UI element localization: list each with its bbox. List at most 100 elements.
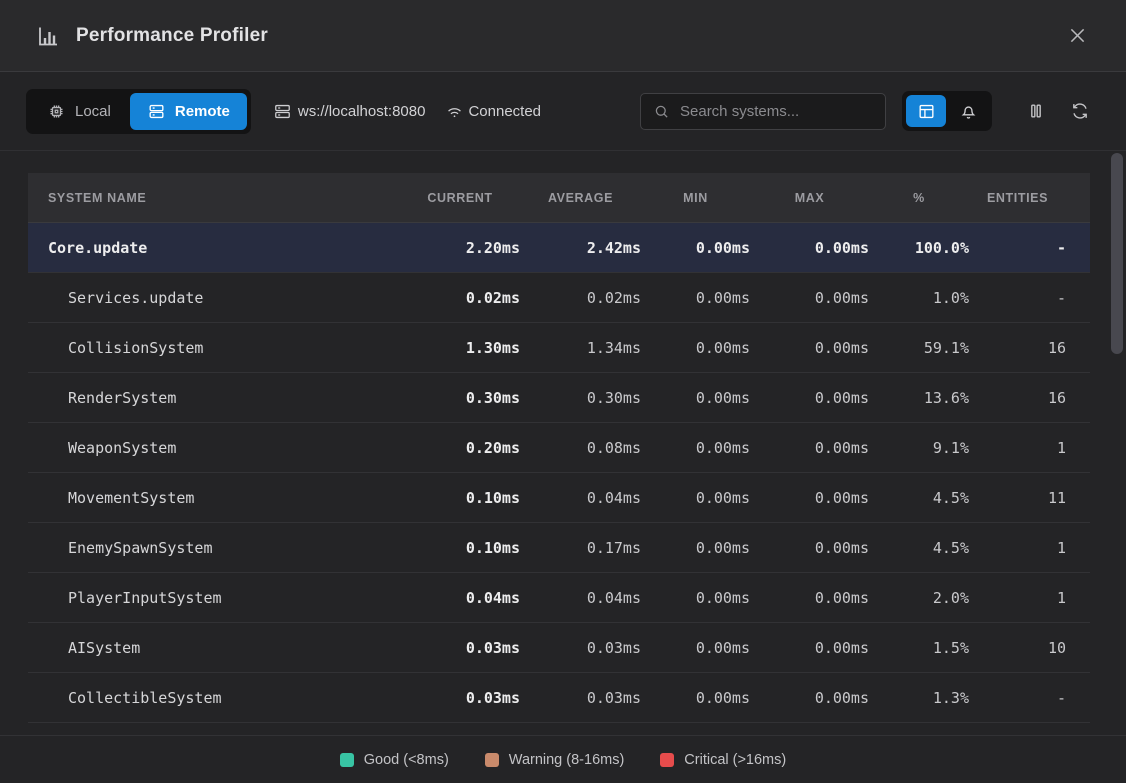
system-name-cell: WeaponSystem: [48, 439, 400, 457]
legend-item: Good (<8ms): [340, 752, 449, 768]
refresh-button[interactable]: [1060, 95, 1100, 127]
percent-cell: 13.6%: [869, 389, 969, 407]
connection-status: Connected: [445, 102, 541, 121]
toolbar: Local Remote ws://localhost:8080: [0, 72, 1126, 151]
percent-cell: 9.1%: [869, 439, 969, 457]
min-time-cell: 0.00ms: [641, 689, 750, 707]
max-time-cell: 0.00ms: [750, 639, 869, 657]
average-time-cell: 0.02ms: [520, 289, 641, 307]
average-time-cell: 0.30ms: [520, 389, 641, 407]
average-time-cell: 0.08ms: [520, 439, 641, 457]
system-name-cell: AISystem: [48, 639, 400, 657]
entities-cell: 16: [969, 389, 1066, 407]
max-time-cell: 0.00ms: [750, 289, 869, 307]
legend-item: Warning (8-16ms): [485, 752, 625, 768]
server-icon: [147, 102, 166, 121]
cpu-chip-icon: [47, 102, 66, 121]
table-row[interactable]: RenderSystem 0.30ms 0.30ms 0.00ms 0.00ms…: [28, 373, 1090, 423]
system-name-cell: MovementSystem: [48, 489, 400, 507]
vertical-scrollbar: [1111, 153, 1123, 733]
column-header-current[interactable]: CURRENT: [400, 191, 520, 205]
max-time-cell: 0.00ms: [750, 439, 869, 457]
min-time-cell: 0.00ms: [641, 239, 750, 257]
current-time-cell: 0.10ms: [400, 539, 520, 557]
legend-label: Warning (8-16ms): [509, 752, 625, 768]
column-header-max[interactable]: MAX: [750, 191, 869, 205]
search-icon: [653, 103, 670, 120]
column-header-entities[interactable]: ENTITIES: [969, 191, 1066, 205]
table-icon: [917, 102, 936, 121]
remote-tab[interactable]: Remote: [130, 93, 247, 130]
average-time-cell: 0.04ms: [520, 489, 641, 507]
bar-chart-icon: [36, 24, 60, 48]
legend-swatch-icon: [340, 753, 354, 767]
entities-cell: 11: [969, 489, 1066, 507]
entities-cell: 1: [969, 539, 1066, 557]
source-toggle: Local Remote: [26, 89, 251, 134]
table-row[interactable]: MovementSystem 0.10ms 0.04ms 0.00ms 0.00…: [28, 473, 1090, 523]
max-time-cell: 0.00ms: [750, 689, 869, 707]
min-time-cell: 0.00ms: [641, 389, 750, 407]
min-time-cell: 0.00ms: [641, 289, 750, 307]
current-time-cell: 0.03ms: [400, 689, 520, 707]
column-header-min[interactable]: MIN: [641, 191, 750, 205]
legend-label: Good (<8ms): [364, 752, 449, 768]
search-box: [640, 93, 886, 130]
server-icon: [273, 102, 292, 121]
min-time-cell: 0.00ms: [641, 489, 750, 507]
column-header-average[interactable]: AVERAGE: [520, 191, 641, 205]
system-name-cell: Services.update: [48, 289, 400, 307]
scrollbar-thumb[interactable]: [1111, 153, 1123, 354]
current-time-cell: 0.30ms: [400, 389, 520, 407]
table-row[interactable]: CollectibleSystem 0.03ms 0.03ms 0.00ms 0…: [28, 673, 1090, 723]
table-body: Core.update 2.20ms 2.42ms 0.00ms 0.00ms …: [28, 223, 1090, 723]
max-time-cell: 0.00ms: [750, 389, 869, 407]
average-time-cell: 2.42ms: [520, 239, 641, 257]
bell-icon: [959, 102, 978, 121]
current-time-cell: 0.03ms: [400, 639, 520, 657]
entities-cell: 1: [969, 439, 1066, 457]
close-button[interactable]: [1060, 19, 1094, 53]
entities-cell: -: [969, 689, 1066, 707]
profiler-content: SYSTEM NAME CURRENT AVERAGE MIN MAX % EN…: [0, 152, 1126, 735]
table-row[interactable]: Core.update 2.20ms 2.42ms 0.00ms 0.00ms …: [28, 223, 1090, 273]
alerts-button[interactable]: [948, 95, 988, 127]
current-time-cell: 0.10ms: [400, 489, 520, 507]
table-row[interactable]: PlayerInputSystem 0.04ms 0.04ms 0.00ms 0…: [28, 573, 1090, 623]
legend-label: Critical (>16ms): [684, 752, 786, 768]
remote-tab-label: Remote: [175, 103, 230, 120]
column-header-system-name[interactable]: SYSTEM NAME: [48, 191, 400, 205]
view-toggle-group: [902, 91, 992, 131]
percent-cell: 59.1%: [869, 339, 969, 357]
system-name-cell: CollisionSystem: [48, 339, 400, 357]
table-row[interactable]: EnemySpawnSystem 0.10ms 0.17ms 0.00ms 0.…: [28, 523, 1090, 573]
entities-cell: -: [969, 289, 1066, 307]
table-view-button[interactable]: [906, 95, 946, 127]
min-time-cell: 0.00ms: [641, 539, 750, 557]
pause-button[interactable]: [1016, 95, 1056, 127]
entities-cell: -: [969, 239, 1066, 257]
percent-cell: 4.5%: [869, 489, 969, 507]
current-time-cell: 1.30ms: [400, 339, 520, 357]
table-row[interactable]: WeaponSystem 0.20ms 0.08ms 0.00ms 0.00ms…: [28, 423, 1090, 473]
min-time-cell: 0.00ms: [641, 639, 750, 657]
search-input[interactable]: [680, 103, 873, 120]
local-tab[interactable]: Local: [30, 93, 128, 130]
entities-cell: 1: [969, 589, 1066, 607]
table-row[interactable]: AISystem 0.03ms 0.03ms 0.00ms 0.00ms 1.5…: [28, 623, 1090, 673]
table-header: SYSTEM NAME CURRENT AVERAGE MIN MAX % EN…: [28, 173, 1090, 223]
column-header-percent[interactable]: %: [869, 191, 969, 205]
table-row[interactable]: CollisionSystem 1.30ms 1.34ms 0.00ms 0.0…: [28, 323, 1090, 373]
average-time-cell: 0.03ms: [520, 689, 641, 707]
status-legend: Good (<8ms) Warning (8-16ms) Critical (>16…: [0, 735, 1126, 783]
table-row[interactable]: Services.update 0.02ms 0.02ms 0.00ms 0.0…: [28, 273, 1090, 323]
page-title: Performance Profiler: [76, 25, 268, 47]
title-bar: Performance Profiler: [0, 0, 1126, 72]
entities-cell: 10: [969, 639, 1066, 657]
system-name-cell: PlayerInputSystem: [48, 589, 400, 607]
entities-cell: 16: [969, 339, 1066, 357]
percent-cell: 100.0%: [869, 239, 969, 257]
min-time-cell: 0.00ms: [641, 439, 750, 457]
local-tab-label: Local: [75, 103, 111, 120]
average-time-cell: 0.17ms: [520, 539, 641, 557]
